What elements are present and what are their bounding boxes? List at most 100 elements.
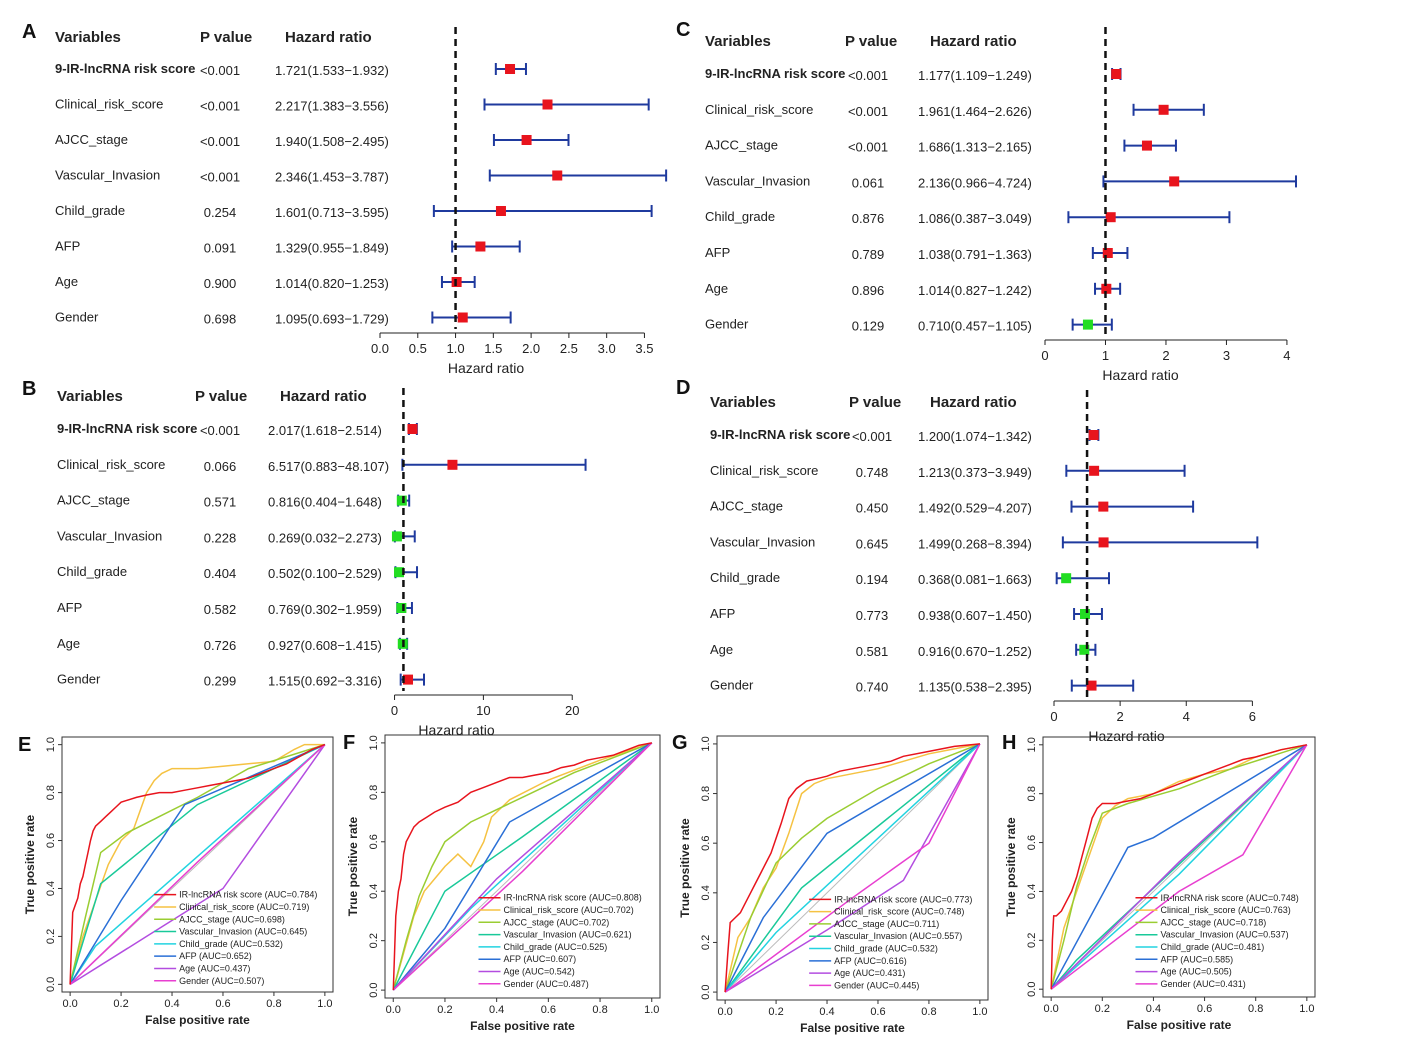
hr-point: [391, 531, 402, 542]
x-tick-label: 0.8: [266, 998, 281, 1010]
x-tick-label: 0.8: [921, 1006, 936, 1018]
header-variables: Variables: [705, 33, 771, 50]
row-p-value: <0.001: [848, 104, 888, 119]
roc-curve: [1050, 744, 1308, 990]
legend-entry: Gender (AUC=0.487): [504, 979, 589, 989]
hr-point: [1141, 140, 1152, 151]
x-axis-label: False positive rate: [470, 1019, 575, 1033]
roc-curve: [392, 742, 652, 991]
legend-entry: Clinical_risk_score (AUC=0.702): [504, 905, 634, 915]
plot-frame: [61, 736, 334, 993]
row-hazard-ratio-text: 1.499(0.268−8.394): [918, 536, 1032, 551]
row-hazard-ratio-text: 1.721(1.533−1.932): [275, 63, 389, 78]
legend-entry: Child_grade (AUC=0.532): [834, 944, 938, 954]
row-p-value: 0.571: [204, 495, 237, 510]
row-hazard-ratio-text: 6.517(0.883−48.107): [268, 459, 389, 474]
row-hazard-ratio-text: 0.938(0.607−1.450): [918, 608, 1032, 623]
row-hazard-ratio-text: 0.269(0.032−2.273): [268, 530, 382, 545]
legend-entry: IR-lncRNA risk score (AUC=0.773): [834, 894, 972, 904]
row-hazard-ratio-text: 1.135(0.538−2.395): [918, 680, 1032, 695]
row-p-value: 0.896: [852, 283, 885, 298]
x-tick-label: 0.5: [409, 341, 427, 356]
row-label: Child_grade: [710, 570, 780, 585]
row-p-value: 0.254: [204, 205, 237, 220]
header-variables: Variables: [55, 29, 121, 46]
x-tick-label: 0.6: [215, 998, 230, 1010]
row-p-value: <0.001: [200, 134, 240, 149]
y-tick-label: 0.0: [45, 977, 57, 992]
row-p-value: 0.740: [856, 680, 889, 695]
legend-entry: Age (AUC=0.431): [834, 968, 905, 978]
panel-letter-d: D: [676, 377, 690, 399]
header-hazard-ratio: Hazard ratio: [285, 29, 372, 46]
row-p-value: <0.001: [200, 99, 240, 114]
row-hazard-ratio-text: 2.346(1.453−3.787): [275, 170, 389, 185]
row-label: Vascular_Invasion: [705, 173, 810, 188]
row-hazard-ratio-text: 2.136(0.966−4.724): [918, 175, 1032, 190]
hr-point: [475, 241, 486, 252]
row-p-value: 0.404: [204, 566, 237, 581]
x-tick-label: 2.0: [522, 341, 540, 356]
y-tick-label: 0.4: [45, 881, 57, 896]
y-tick-label: 0.4: [700, 885, 712, 900]
header-hazard-ratio: Hazard ratio: [280, 388, 367, 405]
row-hazard-ratio-text: 0.368(0.081−1.663): [918, 572, 1032, 587]
x-tick-label: 0.0: [717, 1006, 732, 1018]
diagonal-line: [724, 743, 981, 993]
y-tick-label: 0.0: [700, 984, 712, 999]
panel-d: D Variables P value Hazard ratio 9-IR-lncRNA…: [676, 377, 1259, 744]
roc-curve: [69, 743, 326, 985]
row-hazard-ratio-text: 1.213(0.373−3.949): [918, 465, 1032, 480]
y-tick-label: 0.8: [45, 785, 57, 800]
row-p-value: 0.582: [204, 602, 237, 617]
x-tick-label: 1.0: [972, 1006, 987, 1018]
x-tick-label: 0.2: [113, 998, 128, 1010]
roc-curve: [1050, 744, 1308, 990]
row-label: Vascular_Invasion: [57, 528, 162, 543]
diagonal-line: [392, 742, 653, 991]
header-p-value: P value: [849, 394, 901, 411]
roc-curve: [69, 743, 326, 985]
y-axis-label: True positive rate: [23, 814, 37, 914]
row-label: Gender: [710, 678, 754, 693]
roc-curve: [1050, 744, 1307, 990]
y-tick-label: 0.2: [1026, 933, 1038, 948]
x-tick-label: 0.6: [541, 1004, 556, 1016]
x-tick-label: 0.4: [489, 1004, 504, 1016]
row-hazard-ratio-text: 2.217(1.383−3.556): [275, 99, 389, 114]
hr-point: [407, 424, 418, 434]
roc-curve: [724, 743, 981, 993]
x-tick-label: 0.4: [164, 998, 179, 1010]
row-hazard-ratio-text: 1.940(1.508−2.495): [275, 134, 389, 149]
x-axis-label: Hazard ratio: [448, 360, 524, 376]
x-tick-label: 20: [565, 703, 579, 718]
panel-letter-e: E: [18, 734, 31, 756]
legend-entry: Child_grade (AUC=0.532): [179, 939, 283, 949]
x-tick-label: 2.5: [560, 341, 578, 356]
x-axis-label: False positive rate: [800, 1021, 905, 1035]
x-tick-label: 0.0: [386, 1004, 401, 1016]
row-p-value: <0.001: [848, 140, 888, 155]
y-tick-label: 0.2: [45, 929, 57, 944]
row-hazard-ratio-text: 0.769(0.302−1.959): [268, 602, 382, 617]
row-p-value: 0.450: [856, 501, 889, 516]
panel-c: C Variables P value Hazard ratio 9-IR-lncRNA…: [676, 19, 1297, 383]
panel-letter-b: B: [22, 378, 36, 400]
roc-curve: [724, 743, 981, 993]
x-tick-label: 1.0: [447, 341, 465, 356]
hr-point: [1061, 573, 1072, 584]
y-tick-label: 0.0: [368, 982, 380, 997]
row-label: 9-IR-lncRNA risk score: [705, 66, 845, 81]
roc-curve: [392, 742, 653, 991]
header-p-value: P value: [845, 33, 897, 50]
row-p-value: 0.789: [852, 247, 885, 262]
row-hazard-ratio-text: 1.492(0.529−4.207): [918, 501, 1032, 516]
row-hazard-ratio-text: 1.014(0.827−1.242): [918, 283, 1032, 298]
legend-entry: AJCC_stage (AUC=0.718): [1160, 917, 1266, 927]
y-axis-label: True positive rate: [678, 818, 692, 918]
row-p-value: <0.001: [852, 429, 892, 444]
row-hazard-ratio-text: 1.086(0.387−3.049): [918, 211, 1032, 226]
legend-entry: Clinical_risk_score (AUC=0.763): [1160, 905, 1290, 915]
row-label: Age: [55, 274, 78, 289]
